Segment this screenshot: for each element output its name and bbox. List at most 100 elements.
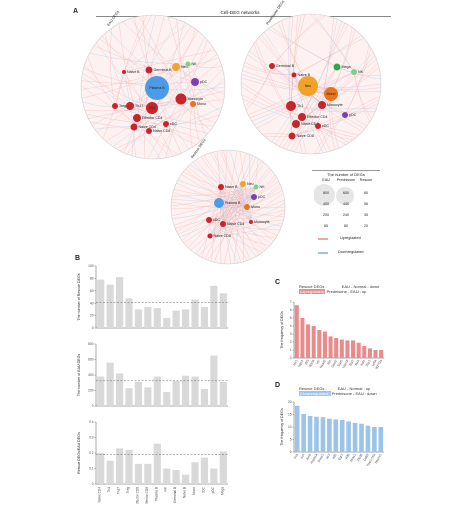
b-category-label: NK xyxy=(164,486,168,491)
legend-row: 85 80 20 xyxy=(316,220,376,231)
network-edge xyxy=(185,168,252,223)
network-edge xyxy=(218,202,257,257)
category-label: Oasl2 xyxy=(330,359,338,368)
legend-cell: 56 xyxy=(364,201,368,206)
b-category-label: Plasma B xyxy=(154,487,158,501)
b-bar xyxy=(153,443,161,484)
network-node-label: Th17 xyxy=(135,104,143,108)
b-tick-label: 0.1 xyxy=(89,467,94,471)
network-edge xyxy=(114,15,147,107)
network-edge xyxy=(175,66,225,95)
tick-label: 4 xyxy=(290,324,292,328)
network-edge xyxy=(167,16,194,105)
legend-cell: 240 xyxy=(343,212,349,217)
b-bar xyxy=(172,381,180,406)
legend-row: 200 240 35 xyxy=(316,209,376,220)
b-bar xyxy=(210,468,218,484)
b-bar xyxy=(134,381,143,406)
bar xyxy=(356,342,361,358)
network-edge xyxy=(218,202,248,261)
category-label: Ifit1 xyxy=(326,359,332,366)
network-edge xyxy=(165,114,220,125)
category-label: Ifi204 xyxy=(308,359,315,368)
network-node-label: Mono xyxy=(327,92,336,96)
b-bar xyxy=(219,293,227,328)
network-node xyxy=(251,194,257,200)
tick-label: 3 xyxy=(290,332,292,336)
legend-cell: 20 xyxy=(364,223,368,228)
network-node xyxy=(133,114,141,122)
bar xyxy=(317,330,322,358)
network-edge xyxy=(148,106,223,132)
network-edge xyxy=(219,150,252,223)
legend-col-eau: EAU xyxy=(322,178,330,182)
network-node xyxy=(126,102,134,110)
network-edge xyxy=(270,26,338,68)
legend-cell: 800 xyxy=(323,190,329,195)
category-label: Ifit3 xyxy=(304,359,310,366)
network-edge xyxy=(290,105,376,113)
tick-label: 5 xyxy=(290,316,292,320)
network-node xyxy=(269,63,275,69)
network-node xyxy=(146,128,152,134)
network-node-label: NK xyxy=(260,185,266,189)
network-edge xyxy=(148,36,205,132)
b-bar xyxy=(115,448,124,484)
network-edge xyxy=(241,94,319,127)
bar xyxy=(322,331,327,358)
network-edge xyxy=(240,82,303,118)
network-edge xyxy=(293,74,327,153)
network-edge xyxy=(242,183,244,262)
network-edge xyxy=(120,103,194,152)
network-edge xyxy=(123,14,152,73)
network-node xyxy=(244,204,250,210)
b-bar xyxy=(144,306,152,328)
network-edge xyxy=(123,23,189,73)
network-node xyxy=(207,233,213,239)
network-node xyxy=(145,66,153,74)
network-node-label: Germinal B xyxy=(154,68,173,72)
bar xyxy=(320,417,326,452)
b-bar xyxy=(125,388,133,406)
category-label: Junb xyxy=(305,453,312,461)
network-edge xyxy=(290,15,298,107)
network-edge xyxy=(175,57,219,68)
bar xyxy=(372,427,377,452)
b-bar xyxy=(153,376,161,406)
network-edge xyxy=(82,73,153,109)
network-edge xyxy=(182,171,255,198)
b-bar xyxy=(106,460,114,484)
b-bar xyxy=(144,463,152,484)
network-edge xyxy=(220,186,268,249)
b-bar xyxy=(163,318,171,328)
network-edge xyxy=(144,69,150,159)
category-label: Nr4a1 xyxy=(349,453,357,463)
network-eau: Plasma B Germinal B Naive B Neu NK pDC MonoMon… xyxy=(80,10,226,160)
d-legend-line1: Rescue DEGs : xyxy=(299,386,327,391)
network-edge xyxy=(181,183,244,241)
legend-down-swatch xyxy=(318,252,328,254)
b-bar xyxy=(97,279,105,328)
network-edge xyxy=(213,151,248,208)
network-edge xyxy=(172,192,248,208)
bar xyxy=(333,419,339,452)
b-bar xyxy=(172,310,180,328)
network-edge xyxy=(249,154,252,223)
category-label: Ier2 xyxy=(325,453,331,460)
network-edge xyxy=(114,105,178,155)
b-bar xyxy=(97,453,105,484)
b-category-label: Naive CD4 xyxy=(98,487,102,503)
network-edge xyxy=(293,74,331,152)
bar xyxy=(314,416,319,452)
network-edge xyxy=(123,49,215,73)
b-bar xyxy=(210,355,218,406)
network-node-label: NK xyxy=(358,70,364,74)
network-edge xyxy=(336,66,381,80)
network-node xyxy=(130,123,138,131)
panel-b-charts: 0 20 40 60 80 100 The number of Rescue DEGs 0 20… xyxy=(77,264,228,504)
network-node-label: Neu xyxy=(181,65,188,69)
b-tick-label: 0.2 xyxy=(89,451,94,455)
